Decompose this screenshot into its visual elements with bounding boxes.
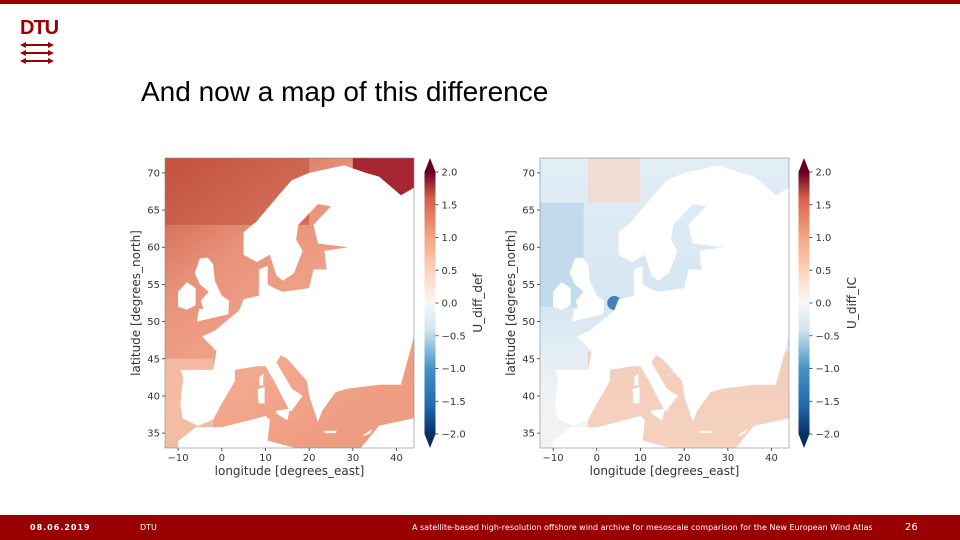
footer-date: 08.06.2019 (30, 523, 91, 532)
colorbar-label: U_diff_def (471, 273, 485, 333)
colorbar-tick-label: −1.0 (442, 364, 466, 375)
x-tick-label: 20 (678, 453, 691, 464)
colorbar-tick-label: 1.5 (442, 200, 458, 211)
landmass-1 (178, 282, 196, 310)
landmass-4 (634, 373, 639, 386)
colorbar-tick-label: 0.5 (442, 266, 458, 277)
landmass-9 (362, 428, 373, 437)
x-tick-label: 0 (219, 453, 225, 464)
footer-bar: 08.06.2019 DTU A satellite-based high-re… (0, 515, 960, 540)
difference-maps: −10 0 10 20 30 40 35 40 45 50 55 60 65 70 longitude [d… (129, 157, 859, 478)
landmass-6 (276, 408, 290, 421)
landmass-9 (737, 428, 748, 437)
colorbar-tick-label: −1.5 (442, 397, 466, 408)
x-tick-label: 40 (765, 453, 778, 464)
colorbar: 2.0 1.5 1.0 0.5 0.0 −0.5 −1.0 −1.5 −2.0 U_diff_IC (798, 158, 859, 448)
footer-description: A satellite-based high-resolution offsho… (412, 523, 873, 532)
landmass-0 (555, 158, 789, 426)
colorbar-tick-label: 0.5 (816, 266, 832, 277)
landmass-7 (178, 416, 414, 448)
patch-norwegian-sea (588, 158, 641, 203)
colorbar-extend-min (798, 434, 810, 448)
colorbar-tick-label: 1.5 (816, 200, 832, 211)
colorbar: 2.0 1.5 1.0 0.5 0.0 −0.5 −1.0 −1.5 −2.0 U_diff_de… (424, 158, 485, 448)
plot-frame (539, 157, 790, 449)
landmass-4 (259, 373, 264, 386)
plot-frame (164, 157, 415, 449)
dtu-logo: DTU (20, 18, 59, 68)
x-tick-label: −10 (168, 453, 189, 464)
y-tick-label: 60 (522, 243, 535, 254)
y-tick-label: 70 (147, 168, 160, 179)
landmass-8 (324, 430, 337, 434)
y-axis-label: latitude [degrees_north] (504, 230, 518, 376)
landmass-7 (553, 416, 789, 448)
y-tick-label: 45 (147, 354, 160, 365)
y-tick-label: 35 (522, 429, 535, 440)
colorbar-extend-min (424, 434, 436, 448)
top-accent-bar (0, 0, 960, 4)
y-tick-label: 65 (147, 206, 160, 217)
map-panel-1: −10 0 10 20 30 40 35 40 45 50 55 60 65 70 longitude [d… (129, 157, 485, 478)
x-axis-label: longitude [degrees_east] (590, 464, 740, 478)
landmass-2 (569, 257, 605, 322)
colorbar-tick-label: −1.0 (816, 364, 840, 375)
landmass-6 (651, 408, 665, 421)
colorbar-tick-label: −1.5 (816, 397, 840, 408)
landmass-8 (699, 430, 712, 434)
colorbar-tick-label: −2.0 (442, 430, 466, 441)
x-tick-label: −10 (543, 453, 564, 464)
y-tick-label: 35 (147, 429, 160, 440)
landmass-2 (194, 257, 230, 322)
colorbar-gradient (424, 172, 436, 434)
colorbar-tick-label: 0.0 (816, 299, 832, 310)
difference-field (540, 158, 789, 448)
colorbar-extend-max (424, 158, 436, 172)
y-tick-label: 55 (147, 280, 160, 291)
y-tick-label: 55 (522, 280, 535, 291)
x-tick-label: 0 (594, 453, 600, 464)
y-tick-label: 50 (522, 317, 535, 328)
colorbar-label: U_diff_IC (845, 277, 859, 329)
colorbar-tick-label: −0.5 (816, 331, 840, 342)
colorbar-tick-label: 1.0 (816, 233, 832, 244)
x-tick-label: 10 (634, 453, 647, 464)
colorbar-extend-max (798, 158, 810, 172)
x-axis-label: longitude [degrees_east] (215, 464, 365, 478)
logo-arrows-icon (20, 42, 54, 64)
colorbar-tick-label: 2.0 (442, 168, 458, 179)
slide-title: And now a map of this difference (141, 76, 549, 107)
logo-text: DTU (20, 17, 59, 39)
y-tick-label: 45 (522, 354, 535, 365)
x-tick-label: 20 (303, 453, 316, 464)
colorbar-tick-label: −2.0 (816, 430, 840, 441)
x-tick-label: 30 (721, 453, 734, 464)
x-tick-label: 40 (390, 453, 403, 464)
colorbar-tick-label: 2.0 (816, 168, 832, 179)
y-tick-label: 40 (522, 391, 535, 402)
colorbar-tick-label: −0.5 (442, 331, 466, 342)
footer-org: DTU (140, 523, 157, 532)
landmass-1 (553, 282, 571, 310)
difference-field (165, 158, 414, 448)
y-tick-label: 50 (147, 317, 160, 328)
y-tick-label: 40 (147, 391, 160, 402)
y-tick-label: 65 (522, 206, 535, 217)
page-number: 26 (905, 522, 918, 533)
y-axis-label: latitude [degrees_north] (129, 230, 143, 376)
x-tick-label: 10 (259, 453, 272, 464)
landmass-5 (632, 387, 640, 404)
colorbar-tick-label: 0.0 (442, 299, 458, 310)
colorbar-gradient (798, 172, 810, 434)
landmass-5 (257, 387, 265, 404)
landmass-0 (180, 158, 414, 426)
y-tick-label: 60 (147, 243, 160, 254)
colorbar-tick-label: 1.0 (442, 233, 458, 244)
x-tick-label: 30 (346, 453, 359, 464)
y-tick-label: 70 (522, 168, 535, 179)
map-panel-2: −10 0 10 20 30 40 35 40 45 50 55 60 65 70 longitude [d… (504, 157, 859, 478)
